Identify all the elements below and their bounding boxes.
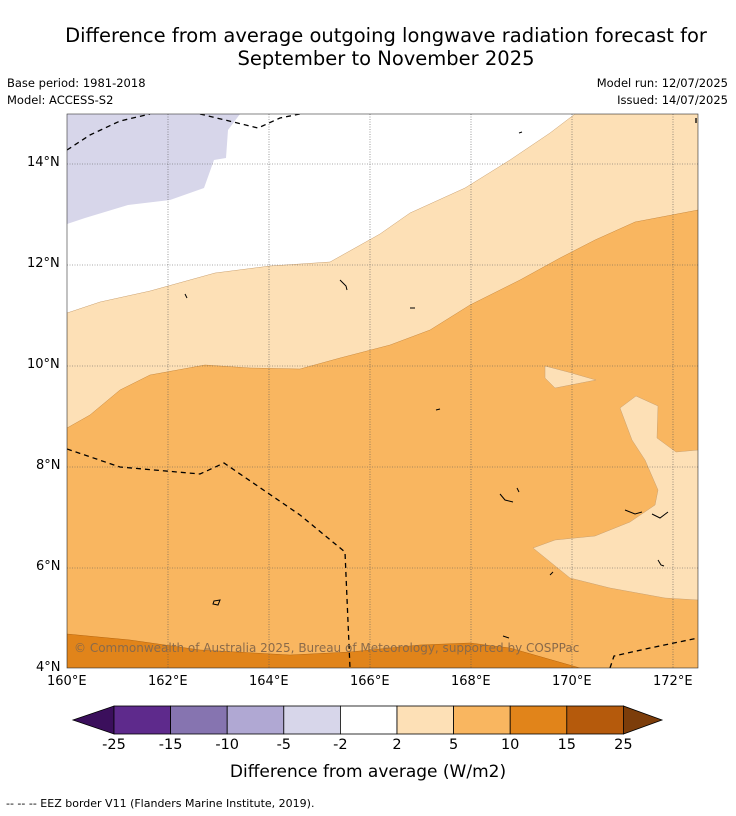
lon-label-160e: 160°E — [47, 674, 87, 689]
colorbar-bin-6 — [453, 705, 511, 735]
eez-footnote: -- -- -- EEZ border V11 (Flanders Marine… — [6, 797, 315, 810]
lon-label-162e: 162°E — [148, 674, 188, 689]
lon-label-168e: 168°E — [451, 674, 491, 689]
colorbar-bin-8 — [566, 705, 624, 735]
eez-borders — [67, 114, 698, 668]
colorbar-arrow-low — [71, 705, 115, 735]
colorbar-tick-label: -15 — [158, 737, 183, 753]
model-run: Model run: 12/07/2025 — [596, 76, 728, 90]
colorbar-title: Difference from average (W/m2) — [229, 762, 507, 782]
model-name: Model: ACCESS-S2 — [7, 93, 114, 107]
lon-label-170e: 170°E — [552, 674, 592, 689]
colorbar-tick-label: 15 — [557, 737, 577, 753]
copyright-text: © Commonwealth of Australia 2025, Bureau… — [74, 641, 580, 655]
lon-label-166e: 166°E — [350, 674, 390, 689]
lat-label-14n: 14°N — [27, 155, 60, 170]
colorbar-bin-7 — [509, 705, 568, 735]
region-neg5-neg2 — [67, 114, 240, 224]
colorbar-arrow-high — [623, 705, 664, 735]
colorbar-tick-label: 25 — [614, 737, 633, 753]
lon-label-164e: 164°E — [249, 674, 289, 689]
colorbar-bin-5 — [396, 705, 454, 735]
colorbar-tick-label: -5 — [276, 737, 292, 753]
region-2-5-pocket-a — [544, 365, 597, 389]
colorbar-tick-label: -25 — [102, 737, 126, 753]
colorbar-tick-label: 10 — [500, 737, 520, 753]
lat-label-10n: 10°N — [27, 357, 60, 372]
colorbar-bin-0 — [113, 705, 171, 735]
colorbar-tick-label: -2 — [333, 737, 348, 753]
lon-label-172e: 172°E — [653, 674, 693, 689]
region-2-5-pocket-b — [532, 395, 698, 601]
base-period: Base period: 1981-2018 — [7, 76, 146, 90]
colorbar-tick-label: -10 — [215, 737, 240, 753]
colorbar-bin-3 — [283, 705, 341, 735]
lat-label-4n: 4°N — [36, 660, 61, 675]
colorbar-bin-1 — [170, 705, 228, 735]
colorbar-tick-label: 5 — [448, 737, 459, 753]
colorbar-bin-4 — [339, 705, 398, 735]
lat-label-8n: 8°N — [36, 458, 61, 473]
lat-label-6n: 6°N — [36, 559, 61, 574]
title-line-1: Difference from average outgoing longwav… — [65, 24, 707, 47]
lat-label-12n: 12°N — [27, 256, 60, 271]
colorbar-tick-label: 2 — [392, 737, 402, 753]
title-line-2: September to November 2025 — [237, 47, 535, 70]
islands — [184, 131, 669, 639]
issued-date: Issued: 14/07/2025 — [617, 93, 728, 107]
colorbar — [71, 705, 664, 735]
colorbar-bin-2 — [226, 705, 285, 735]
region-10-15 — [67, 633, 581, 668]
